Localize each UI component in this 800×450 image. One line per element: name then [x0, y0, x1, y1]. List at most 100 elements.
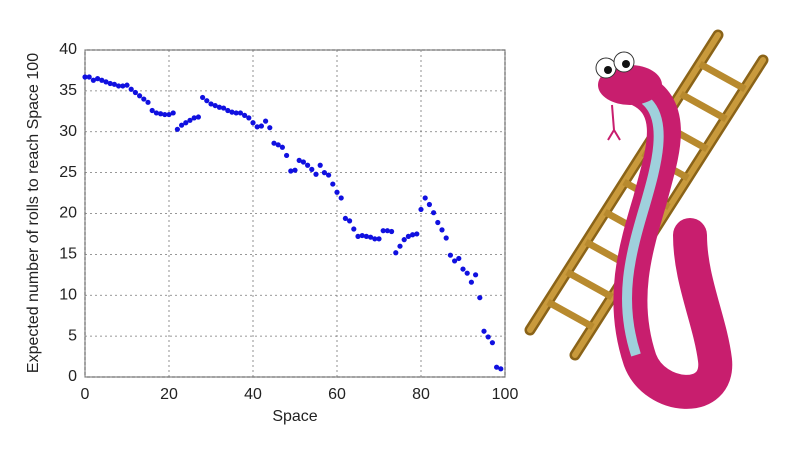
- point: [376, 236, 382, 242]
- point: [263, 118, 269, 124]
- point: [494, 364, 500, 370]
- point: [305, 162, 311, 168]
- point: [368, 234, 374, 240]
- point: [254, 124, 260, 130]
- point: [489, 340, 495, 346]
- point: [141, 96, 147, 102]
- x-tick-label: 40: [244, 386, 262, 403]
- point: [372, 236, 378, 242]
- y-tick-label: 20: [59, 205, 77, 222]
- point: [187, 117, 193, 123]
- point: [158, 111, 164, 117]
- point: [477, 295, 483, 301]
- point: [216, 104, 222, 110]
- point: [468, 279, 474, 285]
- point: [183, 120, 189, 126]
- point: [485, 334, 491, 340]
- point: [246, 115, 252, 121]
- point: [225, 107, 231, 114]
- point: [431, 210, 437, 216]
- point: [90, 77, 96, 83]
- point: [284, 152, 290, 159]
- point: [359, 232, 365, 239]
- point: [397, 243, 403, 249]
- point: [162, 111, 168, 118]
- point: [174, 126, 180, 132]
- grid: [84, 49, 506, 378]
- point: [288, 168, 294, 174]
- x-tick-label: 80: [412, 386, 430, 403]
- point: [426, 201, 432, 208]
- point: [393, 250, 399, 256]
- point: [405, 233, 411, 239]
- y-tick-label: 10: [59, 286, 77, 303]
- point: [418, 206, 424, 213]
- point: [242, 112, 248, 118]
- point: [128, 86, 134, 92]
- point: [200, 94, 206, 101]
- points: [82, 74, 504, 372]
- point: [338, 195, 344, 201]
- point: [321, 170, 327, 176]
- point: [111, 81, 117, 87]
- point: [107, 80, 113, 87]
- point: [145, 99, 151, 105]
- point: [317, 162, 323, 168]
- point: [170, 110, 176, 116]
- point: [279, 144, 285, 150]
- point: [267, 125, 273, 131]
- point: [124, 82, 130, 88]
- point: [473, 272, 479, 278]
- point: [296, 157, 302, 163]
- y-axis-label: Expected number of rolls to reach Space …: [25, 53, 42, 373]
- point: [435, 219, 441, 226]
- point: [195, 114, 201, 120]
- point: [456, 255, 462, 262]
- point: [326, 172, 332, 178]
- point: [233, 110, 239, 116]
- point: [250, 120, 256, 126]
- point: [330, 181, 336, 187]
- point: [351, 226, 357, 232]
- x-tick-label: 60: [328, 386, 346, 403]
- point: [237, 110, 243, 116]
- point: [309, 166, 315, 172]
- point: [82, 74, 88, 80]
- point: [229, 109, 235, 115]
- x-tick-label: 20: [160, 386, 178, 403]
- point: [191, 115, 197, 121]
- point: [204, 98, 210, 104]
- y-tick-label: 25: [59, 164, 77, 181]
- snake-illustration: [595, 51, 733, 409]
- point: [116, 83, 122, 89]
- point: [363, 233, 369, 239]
- point: [313, 171, 319, 177]
- point: [166, 111, 172, 118]
- point: [292, 167, 298, 173]
- y-tick-label: 40: [59, 41, 77, 58]
- point: [212, 102, 218, 109]
- point: [258, 123, 264, 129]
- point: [275, 142, 281, 148]
- point: [401, 237, 407, 243]
- point: [120, 83, 126, 89]
- x-tick-label: 0: [81, 386, 90, 403]
- y-tick-label: 35: [59, 82, 77, 99]
- point: [342, 215, 348, 222]
- point: [179, 122, 185, 128]
- point: [498, 366, 504, 372]
- point: [464, 270, 470, 276]
- point: [347, 218, 353, 224]
- point: [389, 228, 395, 235]
- point: [132, 89, 138, 96]
- point: [460, 266, 466, 272]
- point: [95, 76, 101, 82]
- point: [103, 79, 109, 85]
- y-tick-label: 30: [59, 123, 77, 140]
- point: [452, 258, 458, 264]
- point: [221, 105, 227, 111]
- point: [384, 228, 390, 234]
- y-tick-label: 5: [68, 327, 77, 344]
- point: [447, 252, 453, 258]
